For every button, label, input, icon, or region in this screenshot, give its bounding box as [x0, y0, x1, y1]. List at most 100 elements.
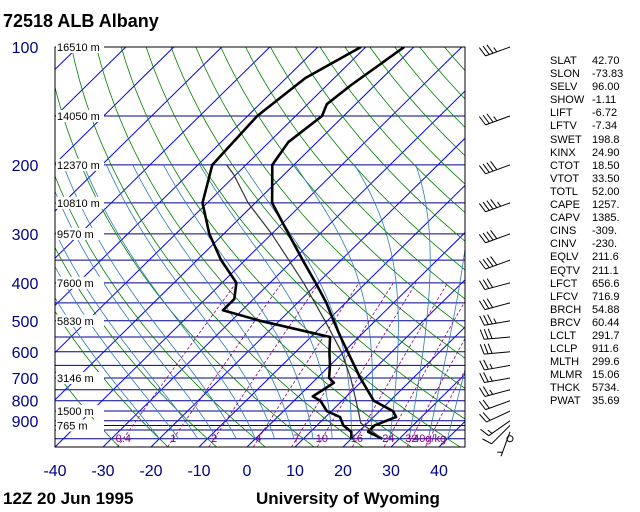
- isotherm-line: [102, 90, 465, 447]
- wind-barb-full: [482, 114, 490, 124]
- index-row: EQLV 211.6: [550, 251, 636, 264]
- height-label-bg: [56, 405, 104, 418]
- isotherm-line: [246, 231, 465, 447]
- wind-barb-shaft: [485, 233, 511, 244]
- wind-barb-full: [486, 113, 494, 123]
- index-label: CTOT: [550, 159, 580, 172]
- moist-adiabat: [106, 164, 275, 439]
- isotherm-line: [150, 137, 465, 447]
- pressure-tick-label: 200: [12, 158, 39, 175]
- wind-barb-full: [478, 234, 486, 244]
- dry-adiabat: [294, 47, 465, 242]
- temperature-tick-label: 0: [243, 463, 252, 480]
- height-label-bg: [56, 276, 104, 289]
- index-value: 211.1: [592, 264, 619, 277]
- isotherm-line: [55, 47, 463, 447]
- index-label: BRCH: [550, 303, 582, 316]
- wind-barb-full: [490, 198, 498, 208]
- wind-barb-full: [478, 203, 486, 213]
- index-label: SWET: [550, 133, 582, 146]
- index-row: LFCT 656.6: [550, 278, 636, 291]
- wind-barb-half: [493, 47, 498, 53]
- dry-adiabat: [170, 47, 465, 389]
- index-value: 911.6: [592, 343, 619, 356]
- height-label: 765 m: [57, 420, 88, 432]
- data-source: University of Wyoming: [256, 489, 440, 508]
- dry-adiabat: [55, 246, 217, 447]
- wind-barb-full: [478, 400, 486, 410]
- moist-adiabat: [55, 265, 179, 439]
- dry-adiabat: [55, 370, 120, 447]
- index-label: MLMR: [550, 369, 583, 382]
- index-row: PWAT 35.69: [550, 395, 636, 408]
- wind-barb-full: [482, 299, 490, 309]
- mixing-ratio-label: 10: [316, 433, 328, 445]
- wind-barb-full: [479, 372, 485, 383]
- wind-barb-full: [487, 343, 493, 354]
- isotherm-line: [55, 47, 223, 212]
- index-value: 96.00: [592, 81, 620, 94]
- wind-barb-shaft: [485, 46, 511, 57]
- wind-barb-shaft: [484, 282, 511, 291]
- wind-barb-full: [483, 359, 489, 370]
- index-value: -6.72: [592, 107, 618, 120]
- mixing-ratio-line: [383, 300, 465, 447]
- wind-barb-full: [482, 386, 490, 396]
- index-value: 1257.: [592, 199, 620, 212]
- index-value: 291.7: [592, 329, 620, 342]
- wind-barb-full: [483, 343, 489, 354]
- height-label-bg: [56, 109, 104, 122]
- height-label: 14050 m: [57, 111, 100, 123]
- wind-barb-half: [493, 116, 498, 122]
- index-value: -7.34: [592, 120, 618, 133]
- height-label-bg: [56, 419, 104, 432]
- index-row: SLAT 42.70: [550, 55, 636, 68]
- wind-barb-shaft: [488, 420, 511, 437]
- index-value: 18.50: [592, 159, 620, 172]
- wind-barb-half: [489, 389, 494, 395]
- dewpoint-profile: [201, 47, 362, 439]
- mixing-ratio-label: 4: [255, 433, 261, 445]
- wind-barb-full: [482, 412, 491, 421]
- index-value: -1.11: [592, 94, 617, 107]
- dry-adiabat: [145, 47, 465, 420]
- mixing-ratio-label: 0.4: [116, 433, 131, 445]
- wind-barb-full: [490, 230, 498, 239]
- temperature-profile: [270, 47, 405, 440]
- temperature-tick-label: 40: [430, 463, 448, 480]
- pressure-tick-label: 700: [12, 371, 39, 388]
- wind-barb-half: [487, 429, 493, 434]
- wind-barb-shaft: [484, 336, 511, 340]
- wind-barb-full: [486, 257, 494, 267]
- index-label: SLAT: [550, 55, 577, 67]
- pressure-tick-label: 800: [12, 394, 39, 411]
- sounding-indices: SLAT 42.70 SLON -73.83 SELV 96.00 SHOW -1.11 LIF…: [550, 55, 636, 409]
- moist-adiabat: [163, 164, 314, 439]
- temperature-tick-label: -10: [187, 463, 210, 480]
- wind-barb-full: [486, 200, 494, 210]
- wind-barb-shaft: [500, 431, 511, 457]
- wind-barb-full: [479, 315, 485, 326]
- wind-barb-full: [482, 258, 490, 268]
- index-value: -309.: [592, 225, 618, 238]
- wind-barb-shaft: [485, 400, 511, 411]
- height-label-bg: [56, 196, 104, 209]
- height-label: 7600 m: [57, 278, 94, 290]
- wind-barb-full: [482, 163, 490, 173]
- wind-barb-full: [482, 45, 490, 55]
- index-value: 52.00: [592, 185, 620, 198]
- height-label: 12370 m: [57, 160, 100, 172]
- wind-barb-full: [478, 300, 486, 310]
- index-value: 33.50: [592, 172, 620, 185]
- index-row: LCLP 911.6: [550, 343, 636, 356]
- index-label: CAPE: [550, 199, 580, 212]
- mixing-ratio-label: 32: [405, 433, 417, 445]
- isotherm-line: [55, 47, 367, 354]
- moist-adiabat: [294, 164, 373, 439]
- wind-barb-full: [483, 315, 489, 325]
- wind-barb-shaft: [485, 259, 511, 270]
- index-row: LFCV 716.9: [550, 291, 636, 304]
- wind-barb-full: [483, 329, 489, 340]
- index-row: MLTH 299.6: [550, 356, 636, 369]
